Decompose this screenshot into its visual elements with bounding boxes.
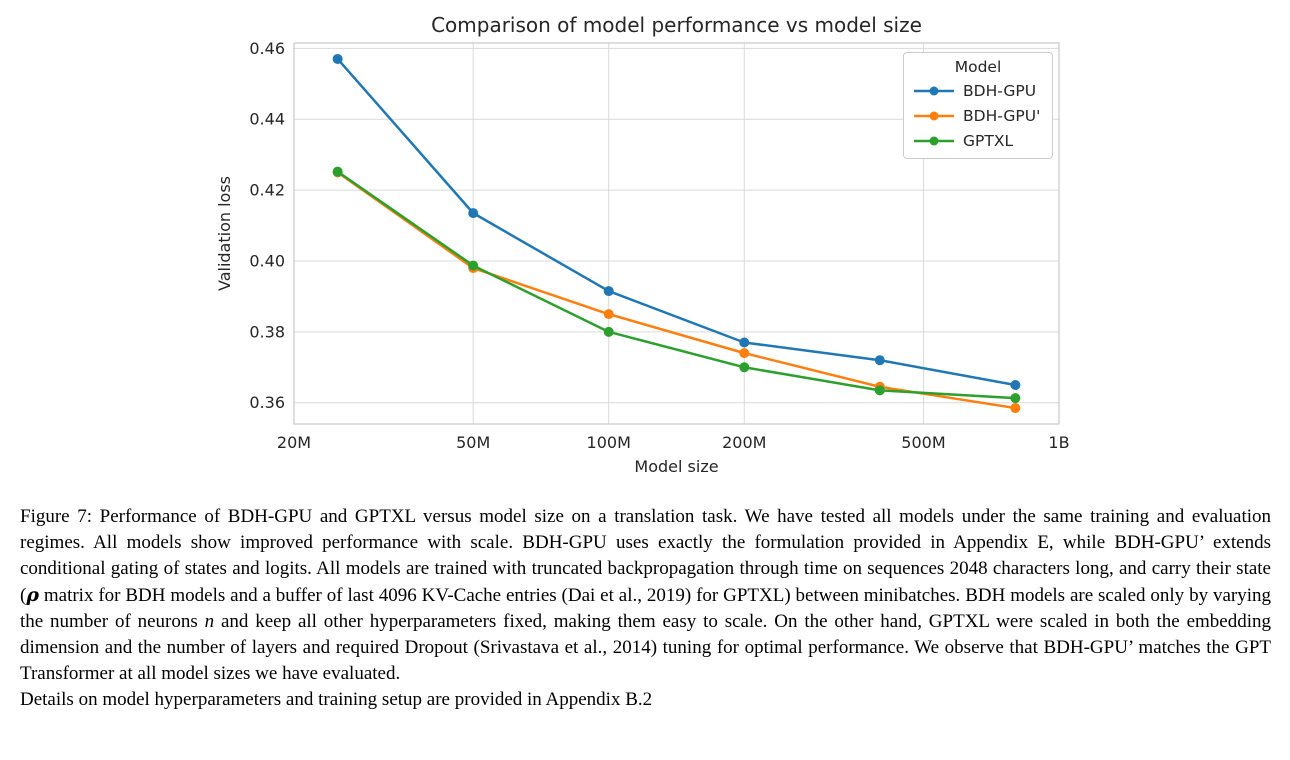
data-point — [739, 362, 750, 373]
x-axis-label: Model size — [634, 457, 718, 476]
y-tick-label: 0.42 — [249, 181, 285, 200]
chart-title: Comparison of model performance vs model… — [431, 13, 922, 37]
legend-label: BDH-GPU — [963, 81, 1037, 100]
x-tick-label: 200M — [722, 433, 766, 452]
x-tick-label: 100M — [587, 433, 631, 452]
data-point — [603, 326, 614, 337]
y-tick-label: 0.38 — [249, 322, 285, 341]
data-point — [739, 337, 750, 348]
data-point — [332, 53, 343, 64]
chart-legend: Model BDH-GPU BDH-GPU' — [903, 52, 1053, 159]
caption-text-3: and keep all other hyperparameters fixed… — [20, 611, 1271, 684]
data-point — [874, 385, 885, 396]
data-point — [1010, 403, 1021, 414]
y-tick-label: 0.44 — [249, 110, 285, 129]
rho-symbol: ρ — [26, 584, 39, 606]
line-marker-icon — [914, 136, 954, 145]
n-symbol: n — [204, 611, 215, 632]
x-tick-label: 50M — [456, 433, 490, 452]
chart-model-performance: 0.36 0.38 0.40 0.42 0.44 0.46 20M 50M 100M 200M 50… — [215, 13, 1070, 476]
data-point — [874, 355, 885, 366]
caption-text-details: Details on model hyperparameters and tra… — [20, 689, 653, 710]
line-marker-icon — [914, 86, 954, 95]
x-tick-label: 20M — [277, 433, 311, 452]
legend-label: BDH-GPU' — [963, 106, 1041, 125]
y-tick-label: 0.36 — [249, 393, 285, 412]
legend-label: GPTXL — [963, 131, 1014, 150]
line-marker-icon — [914, 111, 954, 120]
data-point — [739, 348, 750, 359]
legend-item-bdh-gpu-prime: BDH-GPU' — [904, 103, 1052, 128]
legend-item-bdh-gpu: BDH-GPU — [904, 78, 1052, 103]
caption-text-2: matrix for BDH models and a buffer of la… — [20, 585, 1271, 632]
series-line-0 — [336, 57, 1017, 387]
plot-border — [293, 42, 1060, 425]
data-point — [603, 286, 614, 297]
x-tick-label: 1B — [1048, 433, 1069, 452]
legend-item-gptxl: GPTXL — [904, 128, 1052, 153]
data-point — [468, 208, 479, 219]
data-point — [1010, 380, 1021, 391]
legend-title: Model — [954, 58, 1002, 76]
data-point — [468, 260, 479, 271]
series-line-1 — [336, 171, 1017, 410]
figure-caption: Figure 7: Performance of BDH-GPU and GPT… — [20, 504, 1271, 713]
y-tick-label: 0.40 — [249, 251, 285, 270]
caption-text-1: Figure 7: Performance of BDH-GPU and GPT… — [20, 506, 1271, 606]
series-line-2 — [336, 170, 1017, 400]
data-point — [1010, 393, 1021, 404]
data-point — [332, 166, 343, 177]
y-axis-label: Validation loss — [215, 176, 234, 291]
data-point — [603, 309, 614, 320]
line-chart-canvas: 0.36 0.38 0.40 0.42 0.44 0.46 20M 50M 100M 200M 50… — [215, 13, 1070, 476]
y-tick-label: 0.46 — [249, 39, 285, 58]
x-tick-label: 500M — [901, 433, 945, 452]
